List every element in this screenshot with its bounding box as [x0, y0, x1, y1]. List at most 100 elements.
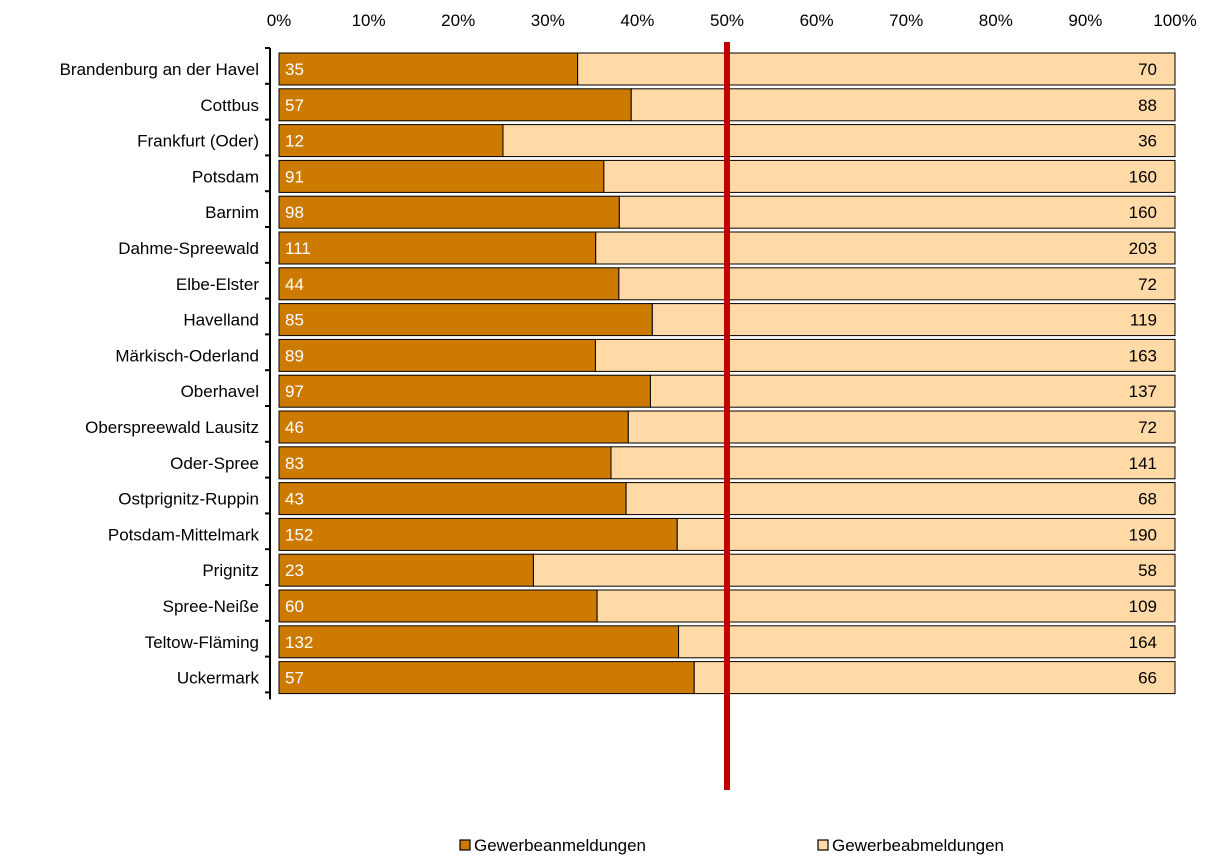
legend-label: Gewerbeabmeldungen — [832, 836, 1004, 855]
category-label: Cottbus — [200, 96, 259, 115]
data-label-gewerbeabmeldungen: 70 — [1138, 60, 1157, 79]
data-label-gewerbeabmeldungen: 203 — [1129, 239, 1157, 258]
data-label-gewerbeabmeldungen: 119 — [1130, 311, 1157, 330]
bar-gewerbeabmeldungen — [594, 338, 1176, 372]
data-label-gewerbeanmeldungen: 85 — [285, 311, 304, 330]
category-labels: Brandenburg an der Havel Cottbus Frankfurt… — [60, 60, 260, 688]
data-label-gewerbeanmeldungen: 46 — [285, 418, 304, 437]
data-label-gewerbeanmeldungen: 57 — [285, 669, 304, 688]
data-label-gewerbeanmeldungen: 152 — [285, 525, 313, 544]
bar-gewerbeanmeldungen — [278, 661, 695, 695]
bar-gewerbeabmeldungen — [627, 410, 1176, 444]
bar-gewerbeabmeldungen — [649, 374, 1176, 408]
x-tick-label: 50% — [710, 11, 744, 30]
bar-gewerbeanmeldungen — [278, 410, 629, 444]
data-label-gewerbeanmeldungen: 44 — [285, 275, 304, 294]
bar-gewerbeabmeldungen — [618, 267, 1176, 301]
bar-gewerbeanmeldungen — [278, 482, 627, 516]
data-label-gewerbeanmeldungen: 43 — [285, 490, 304, 509]
bar-gewerbeanmeldungen — [278, 303, 653, 337]
bar-gewerbeabmeldungen — [676, 517, 1176, 551]
data-label-gewerbeabmeldungen: 36 — [1138, 132, 1157, 151]
x-tick-label: 100% — [1153, 11, 1196, 30]
x-tick-label: 40% — [620, 11, 654, 30]
data-label-gewerbeabmeldungen: 58 — [1138, 561, 1157, 580]
bar-gewerbeanmeldungen — [278, 52, 579, 86]
bar-gewerbeabmeldungen — [678, 625, 1176, 659]
bar-gewerbeabmeldungen — [610, 446, 1176, 480]
data-label-gewerbeabmeldungen: 163 — [1129, 346, 1157, 365]
category-label: Prignitz — [202, 561, 259, 580]
x-axis-ticks: 0% 10% 20% 30% 40% 50% 60% 70% 80% 90% 100% — [267, 11, 1197, 30]
category-label: Barnim — [205, 203, 259, 222]
x-tick-label: 90% — [1068, 11, 1102, 30]
data-label-gewerbeabmeldungen: 68 — [1138, 490, 1157, 509]
bar-gewerbeabmeldungen — [577, 52, 1176, 86]
data-label-gewerbeabmeldungen: 66 — [1138, 669, 1157, 688]
category-label: Havelland — [183, 311, 259, 330]
x-tick-label: 70% — [889, 11, 923, 30]
bar-gewerbeanmeldungen — [278, 267, 620, 301]
bar-gewerbeabmeldungen — [651, 303, 1176, 337]
data-label-gewerbeanmeldungen: 91 — [285, 167, 304, 186]
data-label-gewerbeabmeldungen: 72 — [1138, 418, 1157, 437]
data-label-gewerbeabmeldungen: 109 — [1129, 597, 1157, 616]
bar-gewerbeabmeldungen — [625, 482, 1176, 516]
category-label: Märkisch-Oderland — [115, 346, 259, 365]
data-label-gewerbeanmeldungen: 60 — [285, 597, 304, 616]
category-label: Dahme-Spreewald — [118, 239, 259, 258]
bar-gewerbeabmeldungen — [502, 124, 1176, 158]
legend: Gewerbeanmeldungen Gewerbeabmeldungen — [459, 836, 1004, 855]
category-label: Uckermark — [177, 669, 260, 688]
data-label-gewerbeanmeldungen: 89 — [285, 346, 304, 365]
bar-gewerbeabmeldungen — [693, 661, 1176, 695]
category-label: Ostprignitz-Ruppin — [118, 490, 259, 509]
category-label: Oder-Spree — [170, 454, 259, 473]
data-label-gewerbeabmeldungen: 160 — [1129, 167, 1157, 186]
category-label: Oberhavel — [181, 382, 259, 401]
data-label-gewerbeanmeldungen: 57 — [285, 96, 304, 115]
data-label-gewerbeabmeldungen: 72 — [1138, 275, 1157, 294]
bar-gewerbeanmeldungen — [278, 625, 680, 659]
category-label: Brandenburg an der Havel — [60, 60, 259, 79]
x-tick-label: 0% — [267, 11, 292, 30]
data-label-gewerbeanmeldungen: 111 — [285, 239, 311, 258]
data-label-gewerbeabmeldungen: 137 — [1129, 382, 1157, 401]
bar-gewerbeabmeldungen — [596, 589, 1176, 623]
x-tick-label: 30% — [531, 11, 565, 30]
bar-gewerbeanmeldungen — [278, 124, 504, 158]
category-label: Spree-Neiße — [163, 597, 259, 616]
bar-gewerbeanmeldungen — [278, 374, 651, 408]
bar-gewerbeabmeldungen — [603, 159, 1176, 193]
bar-gewerbeabmeldungen — [532, 553, 1176, 587]
category-label: Elbe-Elster — [176, 275, 259, 294]
bar-gewerbeanmeldungen — [278, 88, 632, 122]
bar-gewerbeanmeldungen — [278, 589, 598, 623]
bar-gewerbeanmeldungen — [278, 195, 620, 229]
x-tick-label: 20% — [441, 11, 475, 30]
category-label: Frankfurt (Oder) — [137, 132, 259, 151]
data-label-gewerbeanmeldungen: 97 — [285, 382, 304, 401]
x-tick-label: 80% — [979, 11, 1013, 30]
bar-gewerbeanmeldungen — [278, 338, 596, 372]
bars: 35 70 57 88 12 36 91 160 98 160 111 203 44 72 85 119 89 1… — [278, 52, 1176, 695]
legend-swatch — [459, 839, 471, 851]
data-label-gewerbeanmeldungen: 98 — [285, 203, 304, 222]
category-label: Potsdam — [192, 167, 259, 186]
legend-label: Gewerbeanmeldungen — [474, 836, 646, 855]
bar-gewerbeanmeldungen — [278, 553, 534, 587]
data-label-gewerbeabmeldungen: 164 — [1129, 633, 1157, 652]
bar-gewerbeanmeldungen — [278, 159, 605, 193]
bar-gewerbeabmeldungen — [618, 195, 1176, 229]
bar-gewerbeabmeldungen — [595, 231, 1176, 265]
data-label-gewerbeanmeldungen: 23 — [285, 561, 304, 580]
data-label-gewerbeanmeldungen: 12 — [285, 132, 304, 151]
data-label-gewerbeabmeldungen: 141 — [1129, 454, 1157, 473]
bar-gewerbeanmeldungen — [278, 231, 597, 265]
bar-gewerbeanmeldungen — [278, 446, 612, 480]
x-tick-label: 60% — [800, 11, 834, 30]
legend-swatch — [817, 839, 829, 851]
bar-gewerbeabmeldungen — [630, 88, 1176, 122]
x-tick-label: 10% — [352, 11, 386, 30]
